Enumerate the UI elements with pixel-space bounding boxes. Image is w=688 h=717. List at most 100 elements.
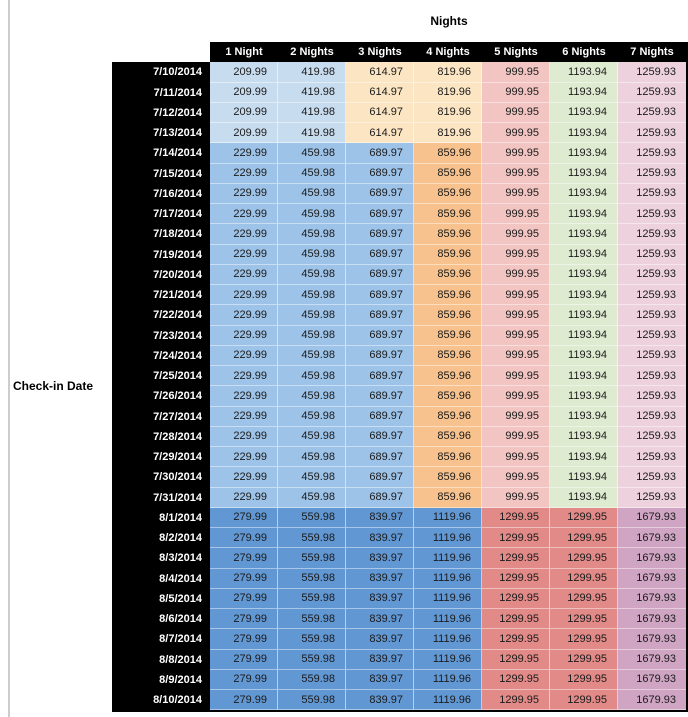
price-cell[interactable]: 1259.93 — [618, 447, 686, 468]
price-cell[interactable]: 229.99 — [210, 244, 278, 265]
price-cell[interactable]: 999.95 — [482, 82, 550, 103]
price-cell[interactable]: 999.95 — [482, 204, 550, 225]
price-cell[interactable]: 229.99 — [210, 406, 278, 427]
price-cell[interactable]: 229.99 — [210, 366, 278, 387]
price-cell[interactable]: 1299.95 — [550, 588, 618, 609]
price-cell[interactable]: 229.99 — [210, 285, 278, 306]
price-cell[interactable]: 209.99 — [210, 123, 278, 144]
price-cell[interactable]: 999.95 — [482, 366, 550, 387]
date-cell[interactable]: 7/14/2014 — [112, 143, 210, 164]
price-cell[interactable]: 1299.95 — [482, 588, 550, 609]
date-cell[interactable]: 7/16/2014 — [112, 183, 210, 204]
price-cell[interactable]: 1259.93 — [618, 406, 686, 427]
price-cell[interactable]: 689.97 — [346, 183, 414, 204]
price-cell[interactable]: 279.99 — [210, 690, 278, 711]
price-cell[interactable]: 1259.93 — [618, 285, 686, 306]
price-cell[interactable]: 999.95 — [482, 123, 550, 144]
price-cell[interactable]: 1299.95 — [550, 629, 618, 650]
price-cell[interactable]: 1119.96 — [414, 629, 482, 650]
price-cell[interactable]: 1193.94 — [550, 447, 618, 468]
price-cell[interactable]: 689.97 — [346, 244, 414, 265]
price-cell[interactable]: 559.98 — [278, 528, 346, 549]
date-cell[interactable]: 7/18/2014 — [112, 224, 210, 245]
price-cell[interactable]: 1259.93 — [618, 62, 686, 83]
price-cell[interactable]: 1259.93 — [618, 183, 686, 204]
date-cell[interactable]: 7/12/2014 — [112, 102, 210, 123]
date-cell[interactable]: 7/27/2014 — [112, 406, 210, 427]
price-cell[interactable]: 1193.94 — [550, 285, 618, 306]
date-cell[interactable]: 8/3/2014 — [112, 548, 210, 569]
date-cell[interactable]: 7/20/2014 — [112, 264, 210, 285]
price-cell[interactable]: 1299.95 — [482, 609, 550, 630]
price-cell[interactable]: 859.96 — [414, 183, 482, 204]
price-cell[interactable]: 689.97 — [346, 426, 414, 447]
price-cell[interactable]: 1259.93 — [618, 305, 686, 326]
price-cell[interactable]: 459.98 — [278, 163, 346, 184]
price-cell[interactable]: 459.98 — [278, 366, 346, 387]
price-cell[interactable]: 859.96 — [414, 406, 482, 427]
column-header-3-nights[interactable]: 3 Nights — [346, 42, 414, 63]
price-cell[interactable]: 839.97 — [346, 690, 414, 711]
price-cell[interactable]: 689.97 — [346, 224, 414, 245]
price-cell[interactable]: 819.96 — [414, 62, 482, 83]
price-cell[interactable]: 859.96 — [414, 143, 482, 164]
price-cell[interactable]: 459.98 — [278, 244, 346, 265]
price-cell[interactable]: 999.95 — [482, 62, 550, 83]
price-cell[interactable]: 689.97 — [346, 366, 414, 387]
price-cell[interactable]: 839.97 — [346, 609, 414, 630]
price-cell[interactable]: 1259.93 — [618, 143, 686, 164]
price-cell[interactable]: 689.97 — [346, 285, 414, 306]
price-cell[interactable]: 459.98 — [278, 487, 346, 508]
price-cell[interactable]: 999.95 — [482, 305, 550, 326]
price-cell[interactable]: 859.96 — [414, 325, 482, 346]
price-cell[interactable]: 689.97 — [346, 264, 414, 285]
price-cell[interactable]: 1299.95 — [482, 669, 550, 690]
date-cell[interactable]: 7/23/2014 — [112, 325, 210, 346]
price-cell[interactable]: 859.96 — [414, 204, 482, 225]
price-cell[interactable]: 1679.93 — [618, 548, 686, 569]
price-cell[interactable]: 614.97 — [346, 62, 414, 83]
price-cell[interactable]: 1193.94 — [550, 62, 618, 83]
price-cell[interactable]: 999.95 — [482, 224, 550, 245]
price-cell[interactable]: 1259.93 — [618, 386, 686, 407]
price-cell[interactable]: 614.97 — [346, 102, 414, 123]
price-cell[interactable]: 419.98 — [278, 123, 346, 144]
date-cell[interactable]: 7/13/2014 — [112, 123, 210, 144]
price-cell[interactable]: 1259.93 — [618, 244, 686, 265]
price-cell[interactable]: 689.97 — [346, 204, 414, 225]
price-cell[interactable]: 1193.94 — [550, 82, 618, 103]
price-cell[interactable]: 1119.96 — [414, 669, 482, 690]
date-cell[interactable]: 7/19/2014 — [112, 244, 210, 265]
price-cell[interactable]: 999.95 — [482, 487, 550, 508]
date-cell[interactable]: 7/10/2014 — [112, 62, 210, 83]
price-cell[interactable]: 459.98 — [278, 345, 346, 366]
price-cell[interactable]: 1193.94 — [550, 467, 618, 488]
date-cell[interactable]: 7/31/2014 — [112, 487, 210, 508]
price-cell[interactable]: 999.95 — [482, 406, 550, 427]
price-cell[interactable]: 1259.93 — [618, 102, 686, 123]
price-cell[interactable]: 839.97 — [346, 548, 414, 569]
price-cell[interactable]: 839.97 — [346, 669, 414, 690]
price-cell[interactable]: 1679.93 — [618, 568, 686, 589]
price-cell[interactable]: 279.99 — [210, 528, 278, 549]
price-cell[interactable]: 229.99 — [210, 467, 278, 488]
price-cell[interactable]: 459.98 — [278, 325, 346, 346]
price-cell[interactable]: 859.96 — [414, 366, 482, 387]
price-cell[interactable]: 689.97 — [346, 467, 414, 488]
price-cell[interactable]: 209.99 — [210, 62, 278, 83]
price-cell[interactable]: 999.95 — [482, 467, 550, 488]
price-cell[interactable]: 859.96 — [414, 386, 482, 407]
price-cell[interactable]: 999.95 — [482, 183, 550, 204]
price-cell[interactable]: 1299.95 — [550, 649, 618, 670]
price-cell[interactable]: 689.97 — [346, 386, 414, 407]
price-cell[interactable]: 1679.93 — [618, 690, 686, 711]
price-cell[interactable]: 1193.94 — [550, 244, 618, 265]
price-cell[interactable]: 859.96 — [414, 426, 482, 447]
price-cell[interactable]: 1193.94 — [550, 345, 618, 366]
price-cell[interactable]: 1119.96 — [414, 507, 482, 528]
price-cell[interactable]: 1679.93 — [618, 649, 686, 670]
column-header-1-night[interactable]: 1 Night — [210, 42, 278, 63]
date-cell[interactable]: 8/9/2014 — [112, 669, 210, 690]
price-cell[interactable]: 1679.93 — [618, 609, 686, 630]
price-cell[interactable]: 559.98 — [278, 690, 346, 711]
